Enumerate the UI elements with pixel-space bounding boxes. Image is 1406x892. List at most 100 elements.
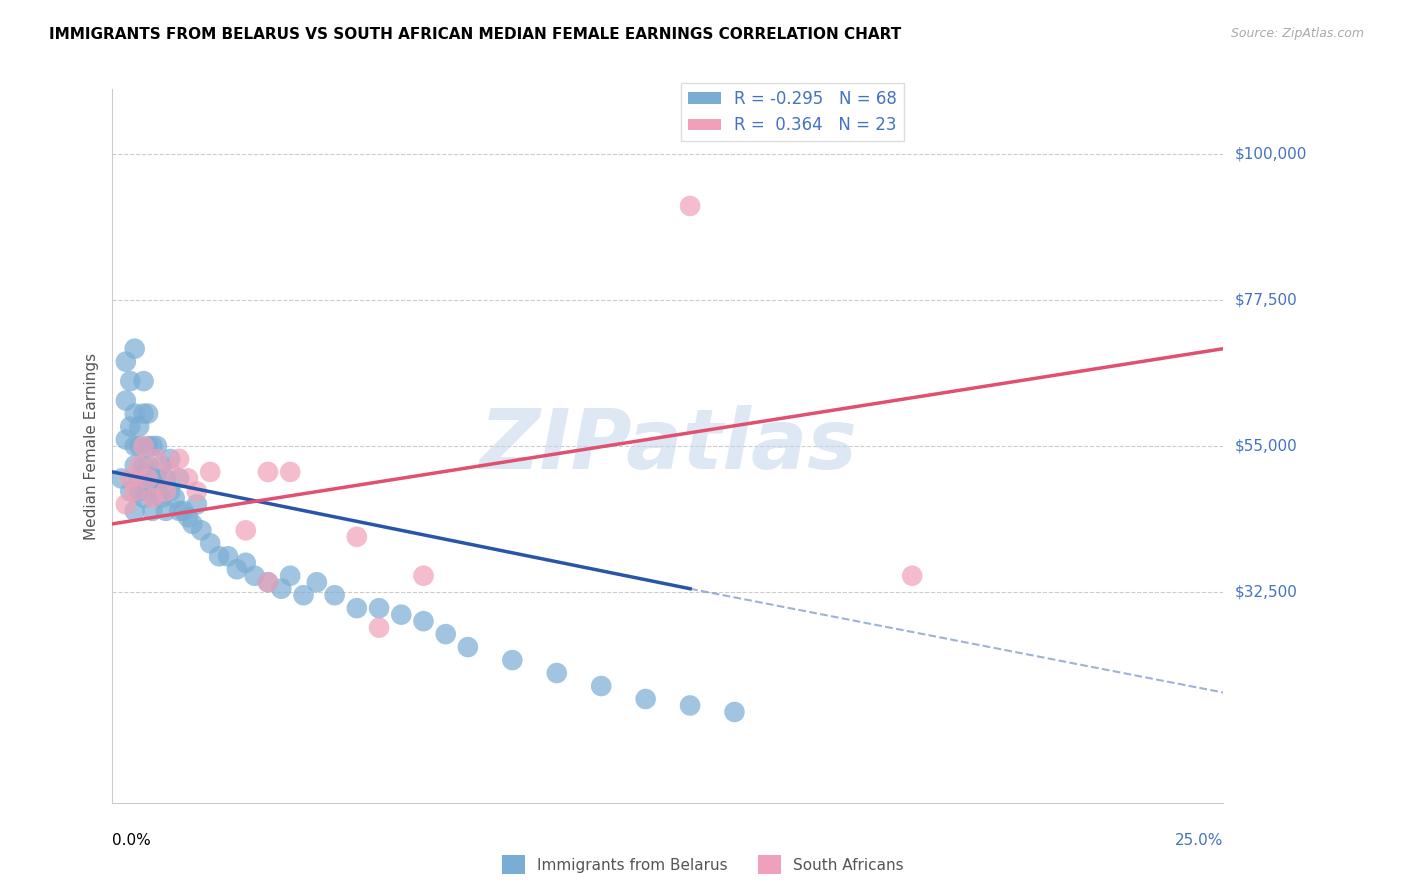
Point <box>132 458 155 473</box>
Point <box>167 504 190 518</box>
Point <box>278 568 301 582</box>
Point <box>132 439 155 453</box>
Point <box>723 705 745 719</box>
Point <box>177 471 200 485</box>
Point <box>150 491 173 505</box>
Point <box>167 452 190 467</box>
Point <box>120 374 142 388</box>
Point <box>159 465 181 479</box>
Point <box>136 484 159 499</box>
Point <box>141 471 163 485</box>
Text: $77,500: $77,500 <box>1234 293 1298 308</box>
Point <box>110 471 132 485</box>
Point <box>146 439 169 453</box>
Point <box>200 465 222 479</box>
Point <box>120 471 142 485</box>
Point <box>501 653 523 667</box>
Point <box>546 666 568 681</box>
Point <box>634 692 657 706</box>
Point <box>136 439 159 453</box>
Text: Source: ZipAtlas.com: Source: ZipAtlas.com <box>1230 27 1364 40</box>
Point <box>141 504 163 518</box>
Point <box>167 471 190 485</box>
Point <box>190 524 212 538</box>
Point <box>128 458 150 473</box>
Text: $100,000: $100,000 <box>1234 146 1306 161</box>
Point <box>159 484 181 499</box>
Point <box>141 439 163 453</box>
Point <box>412 614 434 628</box>
Point <box>124 504 146 518</box>
Point <box>679 698 702 713</box>
Point <box>124 439 146 453</box>
Point <box>323 588 346 602</box>
Point <box>591 679 613 693</box>
Text: $32,500: $32,500 <box>1234 584 1298 599</box>
Point <box>114 433 136 447</box>
Point <box>155 484 177 499</box>
Point <box>186 484 208 499</box>
Point <box>177 510 200 524</box>
Point <box>132 491 155 505</box>
Point <box>146 484 169 499</box>
Point <box>136 407 159 421</box>
Point <box>305 575 328 590</box>
Point <box>368 621 391 635</box>
Text: $55,000: $55,000 <box>1234 439 1298 453</box>
Point <box>225 562 247 576</box>
Point <box>257 465 280 479</box>
Point <box>114 354 136 368</box>
Point <box>159 452 181 467</box>
Point <box>901 568 924 582</box>
Point <box>124 407 146 421</box>
Point <box>124 342 146 356</box>
Point <box>120 419 142 434</box>
Point <box>128 439 150 453</box>
Point <box>136 458 159 473</box>
Point <box>146 471 169 485</box>
Point <box>346 601 368 615</box>
Point <box>150 458 173 473</box>
Point <box>368 601 391 615</box>
Point <box>186 497 208 511</box>
Point <box>132 407 155 421</box>
Point <box>128 419 150 434</box>
Point <box>243 568 266 582</box>
Point <box>155 504 177 518</box>
Point <box>141 491 163 505</box>
Point <box>257 575 280 590</box>
Point <box>128 484 150 499</box>
Text: IMMIGRANTS FROM BELARUS VS SOUTH AFRICAN MEDIAN FEMALE EARNINGS CORRELATION CHAR: IMMIGRANTS FROM BELARUS VS SOUTH AFRICAN… <box>49 27 901 42</box>
Point <box>146 452 169 467</box>
Point <box>163 491 186 505</box>
Text: 25.0%: 25.0% <box>1175 833 1223 848</box>
Legend: R = -0.295   N = 68, R =  0.364   N = 23: R = -0.295 N = 68, R = 0.364 N = 23 <box>681 83 904 141</box>
Point <box>132 374 155 388</box>
Point <box>173 504 195 518</box>
Point <box>217 549 239 564</box>
Point <box>128 471 150 485</box>
Point <box>155 471 177 485</box>
Point <box>235 556 257 570</box>
Y-axis label: Median Female Earnings: Median Female Earnings <box>83 352 98 540</box>
Point <box>270 582 292 596</box>
Point <box>181 516 204 531</box>
Text: 0.0%: 0.0% <box>112 833 152 848</box>
Legend: Immigrants from Belarus, South Africans: Immigrants from Belarus, South Africans <box>496 849 910 880</box>
Point <box>412 568 434 582</box>
Point <box>346 530 368 544</box>
Point <box>257 575 280 590</box>
Point <box>114 497 136 511</box>
Point <box>136 471 159 485</box>
Point <box>389 607 412 622</box>
Point <box>200 536 222 550</box>
Point <box>120 484 142 499</box>
Point <box>208 549 231 564</box>
Point <box>114 393 136 408</box>
Point <box>457 640 479 654</box>
Point <box>235 524 257 538</box>
Point <box>434 627 457 641</box>
Text: ZIPatlas: ZIPatlas <box>479 406 856 486</box>
Point <box>292 588 315 602</box>
Point <box>278 465 301 479</box>
